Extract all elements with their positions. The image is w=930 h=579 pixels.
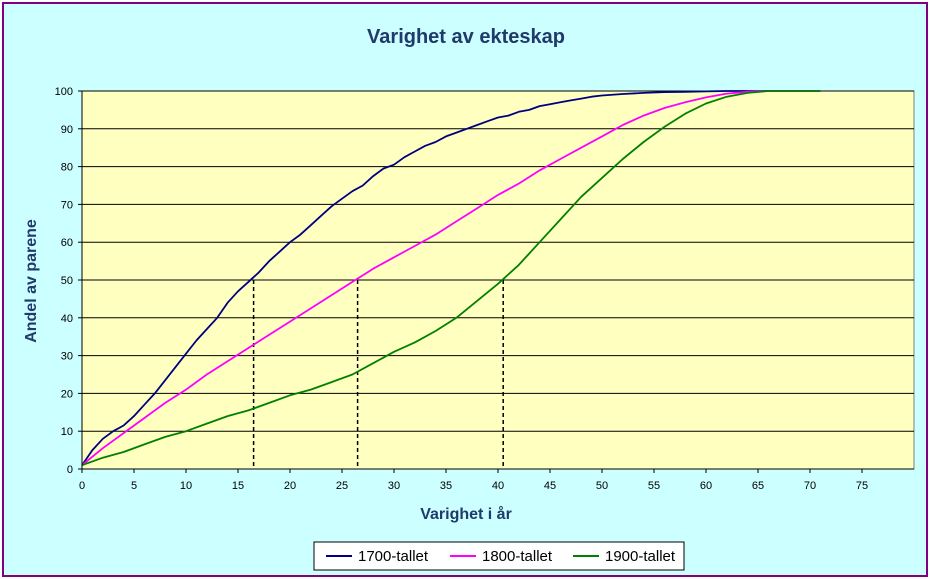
y-tick-label: 100: [55, 86, 73, 98]
y-tick-label: 40: [61, 313, 73, 325]
y-tick-label: 80: [61, 162, 73, 174]
legend-label: 1800-tallet: [482, 548, 553, 565]
x-tick-label: 70: [804, 480, 816, 492]
y-tick-label: 70: [61, 199, 73, 211]
x-axis-title: Varighet i år: [420, 505, 512, 523]
y-tick-label: 90: [61, 124, 73, 136]
series-line-1900-tallet: [81, 90, 821, 467]
series-line-1700-tallet: [81, 90, 821, 466]
x-tick-label: 30: [388, 480, 400, 492]
legend-label: 1900-tallet: [605, 548, 676, 565]
annotations: [252, 280, 504, 469]
x-tick-label: 45: [544, 480, 556, 492]
y-tick-label: 50: [61, 275, 73, 287]
y-tick-label: 60: [61, 237, 73, 249]
x-tick-label: 75: [856, 480, 868, 492]
x-tick-label: 55: [648, 480, 660, 492]
legend: 1700-tallet 1800-tallet 1900-tallet: [313, 541, 685, 571]
x-tick-label: 35: [440, 480, 452, 492]
x-tick-label: 40: [492, 480, 504, 492]
y-tick-label: 20: [61, 388, 73, 400]
x-tick-label: 20: [284, 480, 296, 492]
x-tick-label: 60: [700, 480, 712, 492]
x-tick-label: 15: [232, 480, 244, 492]
y-tick-label: 0: [67, 464, 73, 476]
y-axis-title: Andel av parene: [23, 219, 40, 343]
x-tick-label: 50: [596, 480, 608, 492]
x-tick-label: 25: [336, 480, 348, 492]
x-tick-label: 10: [180, 480, 192, 492]
series-lines: [81, 90, 821, 467]
gridlines: [82, 90, 914, 432]
chart-svg: Varighet av ekteskap 0102030405060708090…: [23, 26, 915, 571]
chart-title: Varighet av ekteskap: [367, 26, 565, 48]
y-tick-label: 10: [61, 426, 73, 438]
axis-ticks: 0 10 20 30 40 50 60 70 80 90 100 0 5 10 15 20 25 30 35 40 45…: [55, 86, 868, 492]
series-line-1800-tallet: [81, 90, 821, 466]
x-tick-label: 0: [79, 480, 85, 492]
x-tick-label: 65: [752, 480, 764, 492]
legend-label: 1700-tallet: [358, 548, 429, 565]
legend-box: [313, 541, 685, 571]
x-tick-label: 5: [131, 480, 137, 492]
y-tick-label: 30: [61, 351, 73, 363]
